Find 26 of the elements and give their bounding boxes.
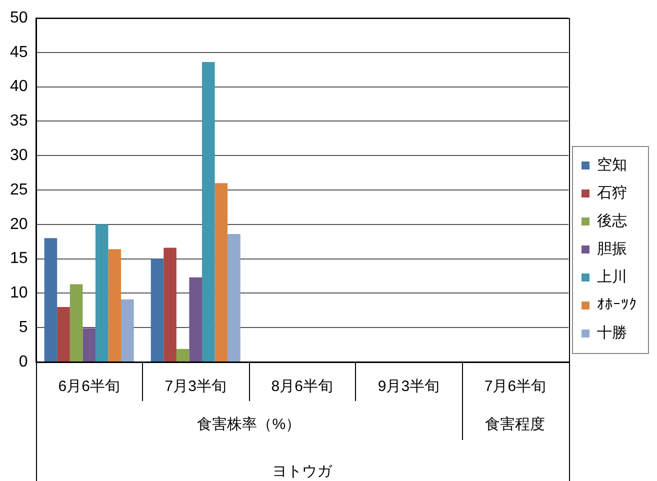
y-tick-label: 45 (10, 44, 28, 61)
x-tick-label: 9月3半旬 (378, 378, 440, 396)
y-tick-label: 35 (10, 112, 28, 130)
x-tick-label: 8月6半旬 (271, 378, 333, 396)
y-tick-label: 20 (10, 216, 28, 233)
x-tick-label: 7月3半旬 (164, 378, 226, 396)
text: 食害株率（%） (197, 416, 301, 434)
text: 食害程度 (485, 416, 546, 434)
x-axis-title: ヨトウガ (272, 463, 334, 480)
y-tick-label: 30 (10, 147, 28, 164)
y-tick-label: 15 (10, 250, 28, 268)
legend-label: 十勝 (597, 324, 627, 342)
x-tick-label: 6月6半旬 (58, 378, 120, 396)
y-tick-label: 10 (10, 284, 28, 302)
y-tick-label: 25 (10, 181, 28, 198)
y-tick-label: 50 (10, 9, 28, 26)
legend-label: 石狩 (597, 184, 627, 202)
legend-label: 後志 (597, 212, 627, 230)
y-tick-label: 5 (18, 319, 28, 336)
legend-label: ｵﾎｰﾂｸ (597, 296, 637, 314)
legend-label: 胆振 (597, 240, 627, 258)
legend-label: 上川 (597, 268, 627, 286)
y-tick-label: 40 (10, 78, 28, 96)
x-tick-label: 7月6半旬 (484, 378, 546, 396)
y-tick-label: 0 (18, 353, 28, 370)
legend-label: 空知 (597, 156, 627, 174)
